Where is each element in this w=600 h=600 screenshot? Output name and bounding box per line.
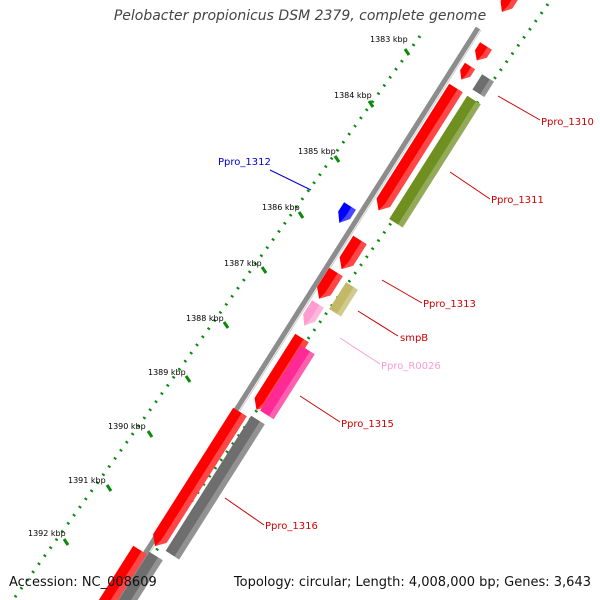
gene-feature-1316-red bbox=[153, 407, 247, 547]
gene-feature-1316-red-shine bbox=[155, 413, 247, 547]
gene-feature-1313 bbox=[339, 235, 367, 270]
gene-feature-1316-grey-shine bbox=[174, 421, 265, 560]
gene-feature-1313-body bbox=[339, 235, 367, 270]
map-title: Pelobacter propionicus DSM 2379, complet… bbox=[113, 8, 487, 24]
gene-feature-1314-shine bbox=[319, 273, 343, 299]
gene-feature-1314-body bbox=[317, 267, 343, 299]
gene-feature-1309a-shine bbox=[476, 46, 492, 61]
gene-feature-1311 bbox=[389, 95, 481, 228]
gene-feature-bottom-red-shine bbox=[98, 551, 147, 600]
ruler-tick bbox=[403, 48, 411, 56]
gene-feature-1315-red-body bbox=[254, 333, 309, 410]
gene-feature-1315 bbox=[260, 345, 315, 420]
gene-feature-1310-shine bbox=[378, 89, 463, 211]
gene-callout-line bbox=[497, 95, 541, 121]
gene-feature-R0026 bbox=[303, 300, 324, 326]
gene-callout-line bbox=[299, 395, 341, 423]
ruler-tick bbox=[367, 100, 375, 108]
ruler-tick bbox=[222, 321, 230, 329]
gene-callout-line bbox=[269, 169, 312, 191]
gene-callout-line bbox=[339, 337, 381, 365]
ruler-tick bbox=[260, 266, 268, 274]
gene-feature-smpB bbox=[329, 282, 358, 317]
ruler-tick bbox=[105, 484, 113, 492]
gene-feature-1311-shine bbox=[397, 101, 481, 228]
gene-label: Ppro_1313 bbox=[423, 299, 476, 310]
ruler-label: 1384 kbp bbox=[334, 91, 372, 100]
gene-label: Ppro_1310 bbox=[541, 117, 594, 128]
gene-feature-bottom-grey bbox=[112, 551, 163, 600]
gene-label: Ppro_1316 bbox=[265, 521, 318, 532]
gene-label: Ppro_R0026 bbox=[381, 361, 441, 372]
gene-feature-bottom-red bbox=[96, 545, 147, 600]
gene-feature-bottom-grey-shine bbox=[121, 557, 163, 600]
gene-feature-1316-grey bbox=[165, 415, 265, 560]
ruler-label: 1385 kbp bbox=[298, 147, 336, 156]
gene-feature-1314 bbox=[317, 267, 343, 299]
gene-feature-R0026-shine bbox=[304, 304, 324, 326]
gene-feature-top-body bbox=[500, 0, 518, 12]
genome-summary-label: Topology: circular; Length: 4,008,000 bp… bbox=[233, 575, 591, 590]
ruler-label: 1392 kbp bbox=[28, 529, 66, 538]
ruler-dots-outer bbox=[11, 35, 422, 600]
gene-feature-1310-grey-body bbox=[472, 74, 494, 97]
gene-feature-1312-shine bbox=[339, 206, 356, 223]
ruler-label: 1388 kbp bbox=[186, 314, 224, 323]
gene-label: smpB bbox=[400, 333, 428, 344]
gene-feature-1309a bbox=[475, 42, 492, 61]
gene-feature-1312-body bbox=[338, 202, 356, 223]
gene-label: Ppro_1315 bbox=[341, 419, 394, 430]
gene-feature-1311-body bbox=[389, 95, 481, 228]
gene-feature-1309b-shine bbox=[461, 66, 476, 80]
ruler-tick bbox=[333, 155, 341, 163]
gene-callout-line bbox=[381, 279, 423, 304]
gene-feature-smpB-body bbox=[329, 282, 358, 317]
gene-feature-bottom-grey-body bbox=[112, 551, 163, 600]
ruler-label: 1389 kbp bbox=[148, 368, 186, 377]
gene-feature-1309a-body bbox=[475, 42, 492, 61]
gene-label: Ppro_1312 bbox=[218, 157, 271, 168]
gene-label: Ppro_1311 bbox=[491, 195, 544, 206]
gene-feature-1313-shine bbox=[341, 241, 367, 270]
accession-label: Accession: NC_008609 bbox=[9, 575, 157, 590]
gene-callout-line bbox=[224, 497, 265, 526]
gene-feature-1310-body bbox=[376, 83, 463, 211]
gene-feature-smpB-shine bbox=[336, 287, 358, 317]
genome-backbone bbox=[112, 26, 481, 600]
gene-feature-1316-grey-body bbox=[165, 415, 265, 560]
ruler-label: 1390 kbp bbox=[108, 422, 146, 431]
ruler-tick bbox=[146, 430, 154, 438]
ruler-tick bbox=[184, 375, 192, 383]
gene-feature-1315-shine bbox=[268, 351, 315, 420]
gene-feature-1310-grey-shine bbox=[480, 79, 494, 97]
ruler-label: 1383 kbp bbox=[370, 35, 408, 44]
ruler-tick bbox=[297, 211, 305, 219]
gene-feature-1312 bbox=[338, 202, 356, 223]
gene-feature-top bbox=[500, 0, 518, 12]
gene-feature-1309b-body bbox=[460, 62, 476, 80]
gene-feature-R0026-body bbox=[303, 300, 324, 326]
ruler-label: 1386 kbp bbox=[262, 203, 300, 212]
gene-feature-1310-grey bbox=[472, 74, 494, 97]
ruler-label: 1387 kbp bbox=[224, 259, 262, 268]
ruler-tick bbox=[62, 538, 70, 546]
gene-callout-line bbox=[357, 310, 399, 337]
gene-feature-1315-body bbox=[260, 345, 315, 420]
gene-callout-line bbox=[449, 171, 491, 200]
gene-feature-top-shine bbox=[501, 0, 518, 12]
ruler-label: 1391 kbp bbox=[68, 476, 106, 485]
gene-feature-bottom-red-body bbox=[96, 545, 147, 600]
gene-feature-1309b bbox=[460, 62, 476, 80]
gene-feature-1316-red-body bbox=[153, 407, 247, 547]
gene-feature-1310 bbox=[376, 83, 463, 211]
